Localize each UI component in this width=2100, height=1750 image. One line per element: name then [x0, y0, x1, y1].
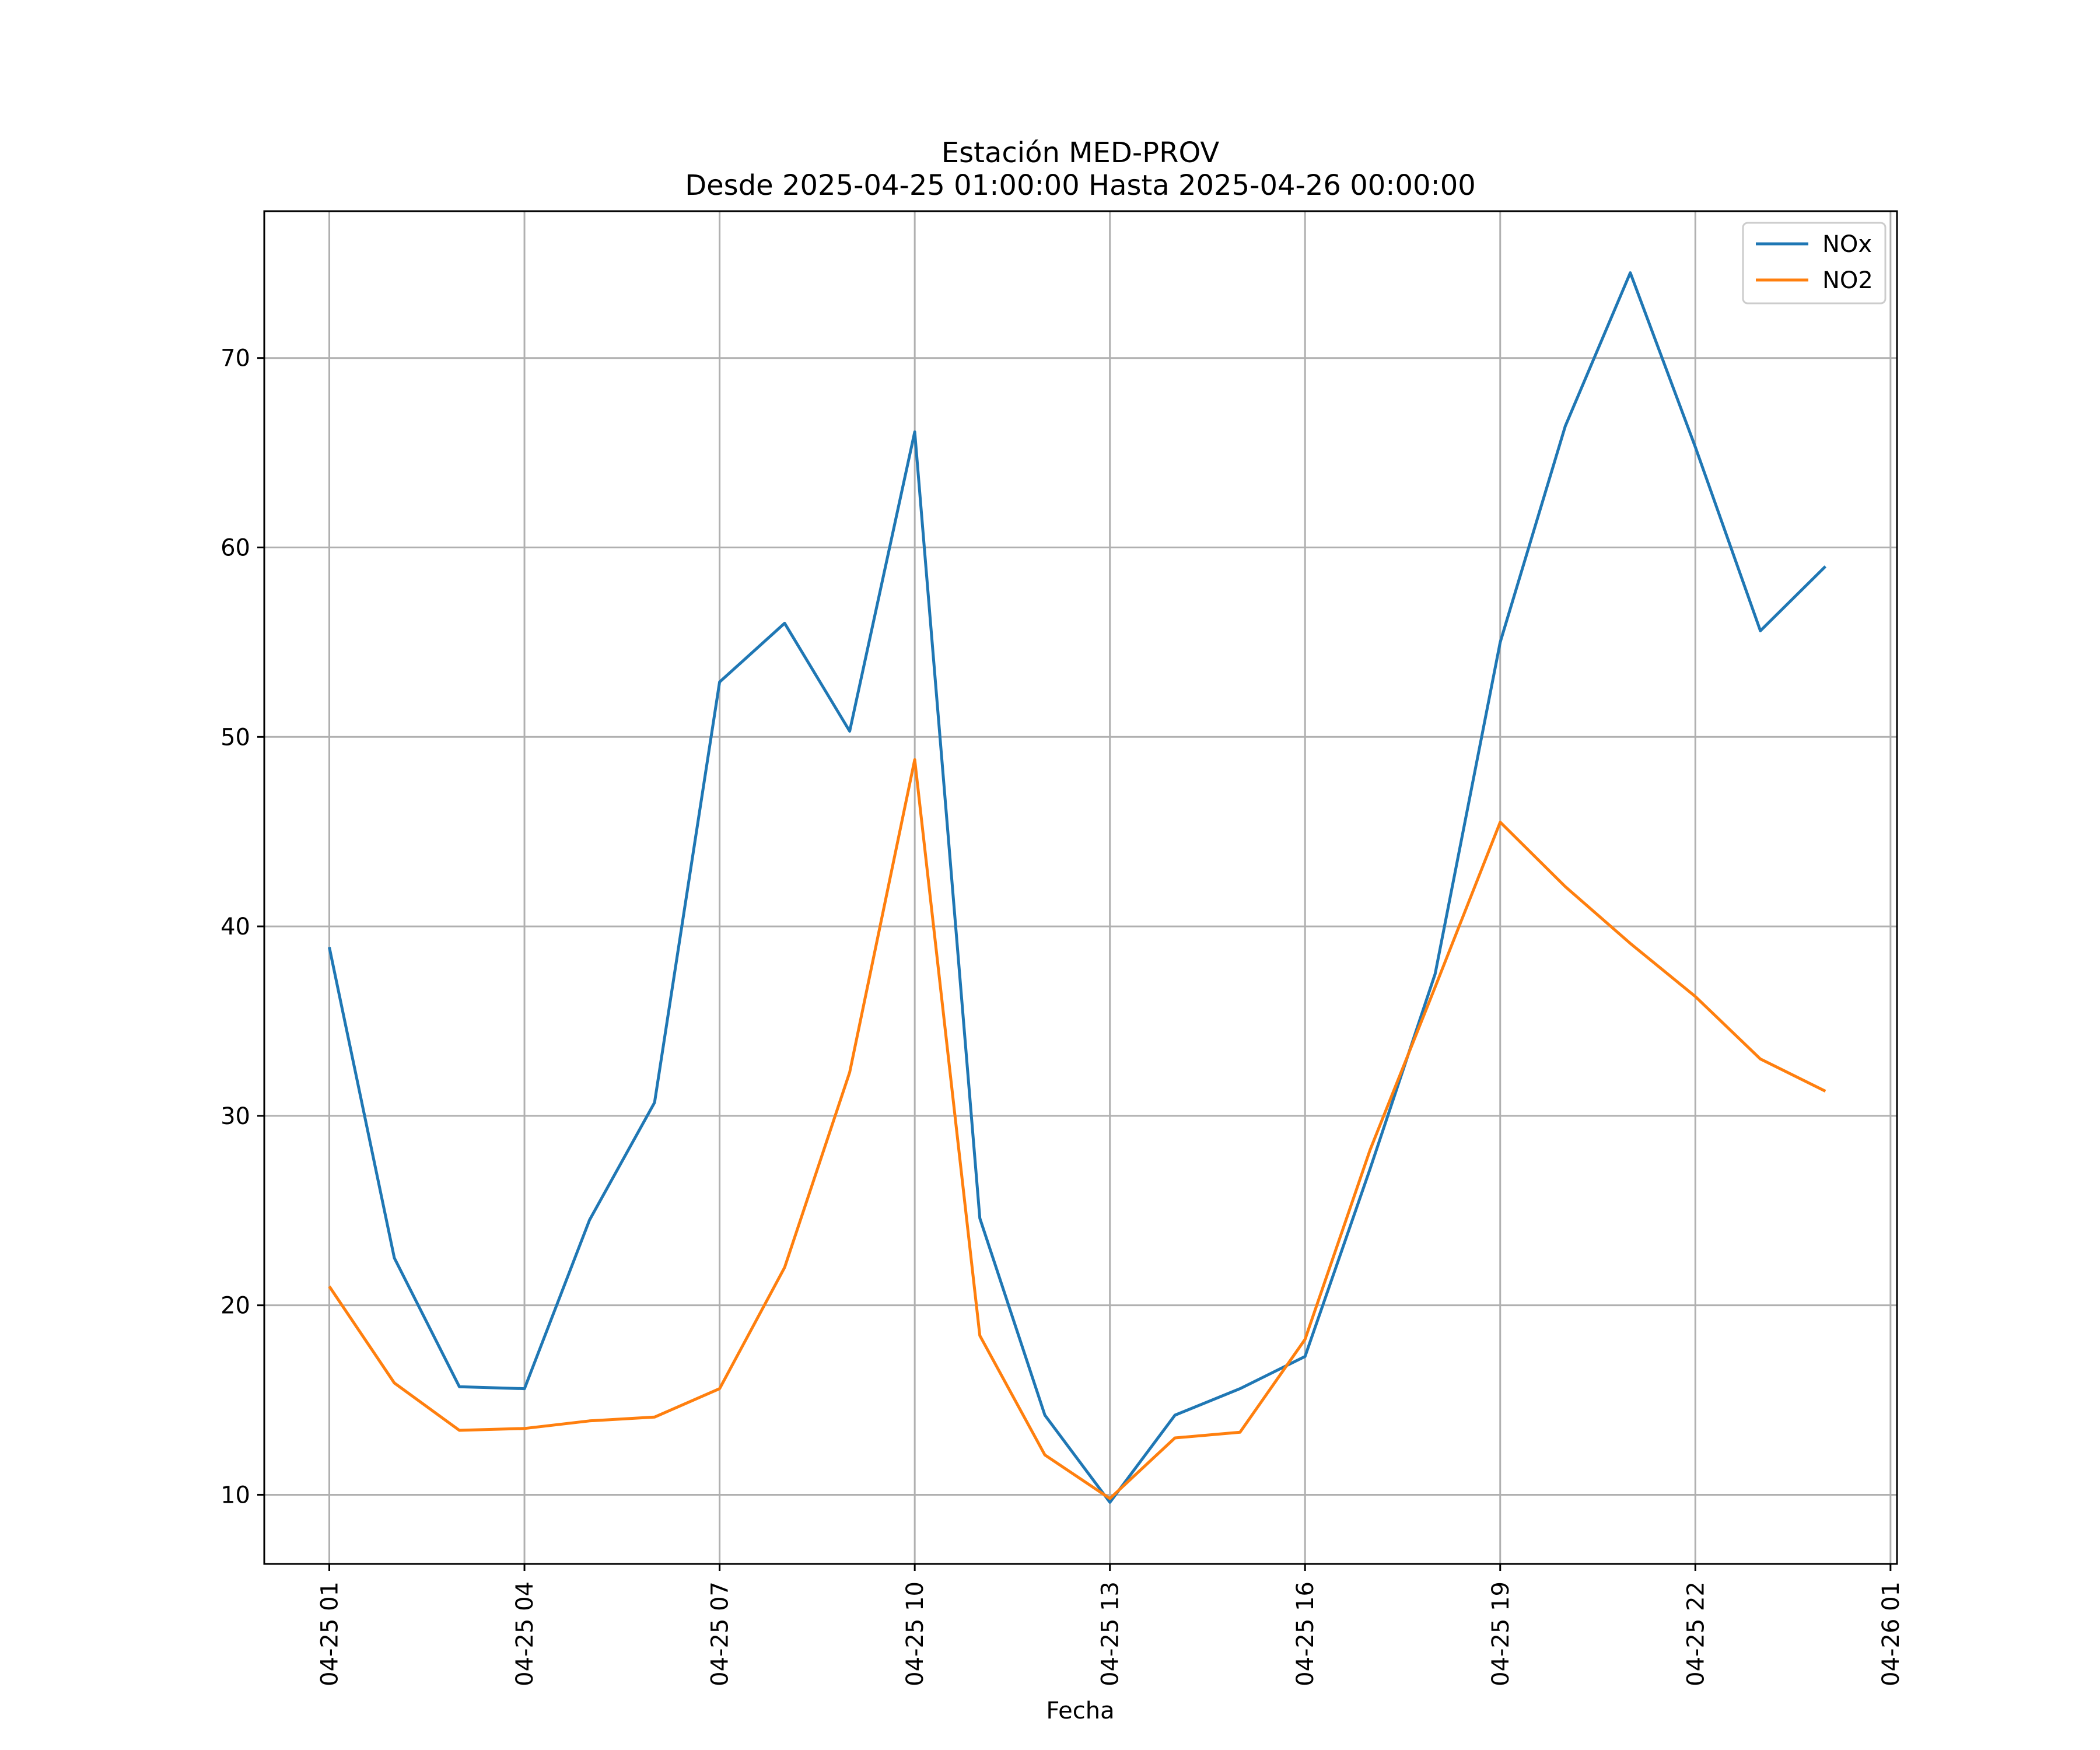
x-tick-label: 04-25 19 [1488, 1581, 1514, 1686]
chart-subtitle: Desde 2025-04-25 01:00:00 Hasta 2025-04-… [685, 169, 1476, 202]
x-tick-label: 04-25 13 [1097, 1581, 1124, 1686]
x-tick-label: 04-25 07 [707, 1581, 734, 1686]
plot-frame [263, 210, 1898, 1565]
ticks: 04-25 01 04-25 04 04-25 07 04-25 10 04-25 13… [220, 345, 1905, 1686]
y-tick-label: 10 [220, 1482, 250, 1508]
legend-label-nox: NOx [1822, 231, 1872, 258]
x-tick-label: 04-25 16 [1292, 1581, 1319, 1686]
x-tick-label: 04-25 10 [902, 1581, 929, 1686]
y-tick-label: 20 [220, 1293, 250, 1320]
y-tick-label: 60 [220, 535, 250, 562]
series-layer [328, 271, 1827, 1504]
x-axis-label: Fecha [1046, 1698, 1114, 1724]
x-tick-label: 04-25 04 [512, 1581, 538, 1686]
x-tick-label: 04-26 01 [1878, 1581, 1905, 1686]
y-tick-label: 50 [220, 724, 250, 751]
y-tick-label: 70 [220, 345, 250, 372]
series-line-no2 [328, 758, 1826, 1500]
grid [264, 211, 1897, 1564]
y-tick-label: 30 [220, 1103, 250, 1130]
series-line-nox [328, 271, 1827, 1504]
y-tick-label: 40 [220, 914, 250, 940]
legend: NOx NO2 [1742, 222, 1887, 304]
x-tick-label: 04-25 22 [1682, 1581, 1709, 1686]
x-tick-label: 04-25 01 [317, 1581, 344, 1686]
legend-label-no2: NO2 [1822, 267, 1873, 294]
chart-title: Estación MED-PROV [942, 136, 1220, 169]
